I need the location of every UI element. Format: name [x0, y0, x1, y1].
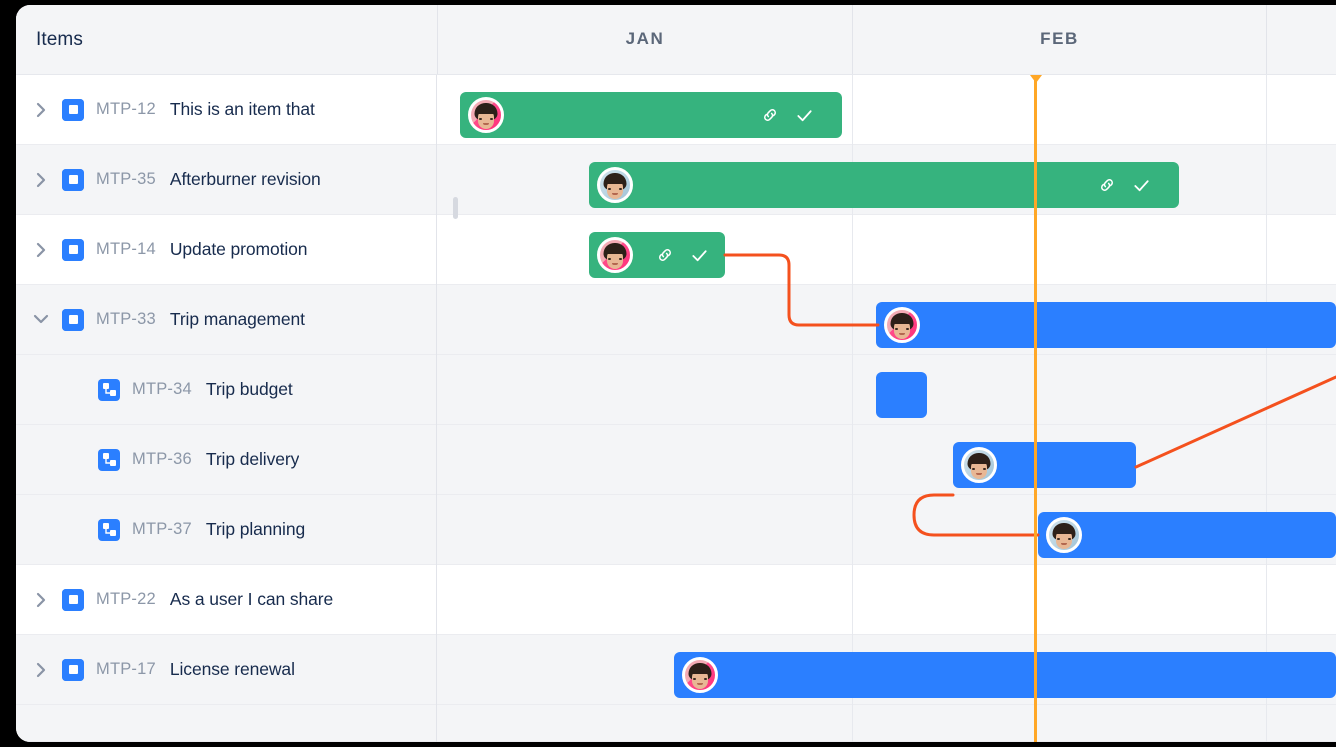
vertical-gridline — [852, 75, 853, 742]
avatar-face — [890, 312, 914, 339]
chevron-right-icon[interactable] — [30, 589, 52, 611]
assignee-avatar[interactable] — [597, 237, 633, 273]
check-icon[interactable] — [690, 246, 709, 265]
gantt-bar-mtp-33[interactable] — [876, 302, 1336, 348]
story-icon — [62, 658, 84, 681]
item-row-mtp-37[interactable]: MTP-37 Trip planning — [16, 495, 436, 565]
item-row-mtp-33[interactable]: MTP-33 Trip management — [16, 285, 436, 355]
story-icon — [62, 168, 84, 191]
month-column-header: JAN — [437, 5, 852, 74]
issue-key[interactable]: MTP-22 — [96, 590, 156, 608]
avatar-face — [1052, 522, 1076, 549]
gantt-bar-mtp-37[interactable] — [1038, 512, 1336, 558]
issue-summary[interactable]: License renewal — [169, 659, 295, 679]
avatar-face — [603, 242, 627, 269]
vertical-gridline — [1266, 75, 1267, 742]
avatar-face — [967, 452, 991, 479]
horizontal-scroll-handle[interactable] — [453, 197, 458, 219]
avatar-face — [474, 102, 498, 129]
issue-summary[interactable]: As a user I can share — [169, 589, 334, 609]
timeline-header: Items JAN FEB — [16, 5, 1336, 75]
timeline-canvas — [437, 75, 1336, 742]
item-row-mtp-14[interactable]: MTP-14 Update promotion — [16, 215, 436, 285]
assignee-avatar[interactable] — [1046, 517, 1082, 553]
avatar-face — [603, 172, 627, 199]
today-marker-arrow — [1029, 75, 1042, 83]
assignee-avatar[interactable] — [961, 447, 997, 483]
issue-key[interactable]: MTP-34 — [132, 380, 192, 398]
issue-summary[interactable]: Trip budget — [205, 379, 293, 399]
item-row-mtp-22[interactable]: MTP-22 As a user I can share — [16, 565, 436, 635]
avatar-face — [688, 662, 712, 689]
gantt-bar-mtp-12[interactable] — [460, 92, 842, 138]
gantt-timeline-app: Items JAN FEB MTP-12 This is an item that M… — [16, 5, 1336, 742]
item-row-mtp-34[interactable]: MTP-34 Trip budget — [16, 355, 436, 425]
gantt-bar-mtp-34[interactable] — [876, 372, 927, 418]
gantt-bar-mtp-35[interactable] — [589, 162, 1179, 208]
chevron-right-icon[interactable] — [30, 99, 52, 121]
issue-summary[interactable]: Trip delivery — [205, 449, 300, 469]
chevron-right-icon[interactable] — [30, 659, 52, 681]
issue-key[interactable]: MTP-36 — [132, 450, 192, 468]
today-line — [1034, 75, 1037, 742]
story-icon — [62, 238, 84, 261]
assignee-avatar[interactable] — [682, 657, 718, 693]
bar-action-icons — [761, 106, 814, 125]
assignee-avatar[interactable] — [884, 307, 920, 343]
issue-key[interactable]: MTP-33 — [96, 310, 156, 328]
issue-summary[interactable]: This is an item that — [169, 99, 315, 119]
chevron-right-icon[interactable] — [30, 239, 52, 261]
assignee-avatar[interactable] — [468, 97, 504, 133]
gantt-bar-mtp-36[interactable] — [953, 442, 1136, 488]
check-icon[interactable] — [1132, 176, 1151, 195]
issue-summary[interactable]: Update promotion — [169, 239, 308, 259]
assignee-avatar[interactable] — [597, 167, 633, 203]
month-column-header — [1266, 5, 1336, 74]
story-icon — [62, 308, 84, 331]
item-row-mtp-17[interactable]: MTP-17 License renewal — [16, 635, 436, 705]
story-icon — [62, 98, 84, 121]
gantt-bar-mtp-14[interactable] — [589, 232, 725, 278]
item-row-mtp-36[interactable]: MTP-36 Trip delivery — [16, 425, 436, 495]
issue-summary[interactable]: Trip management — [169, 309, 305, 329]
link-icon[interactable] — [656, 246, 674, 264]
timeline-body: MTP-12 This is an item that MTP-35 Afterbur… — [16, 75, 1336, 742]
issue-key[interactable]: MTP-17 — [96, 660, 156, 678]
check-icon[interactable] — [795, 106, 814, 125]
bar-action-icons — [1098, 176, 1151, 195]
issue-key[interactable]: MTP-12 — [96, 100, 156, 118]
issue-summary[interactable]: Afterburner revision — [169, 169, 321, 189]
link-icon[interactable] — [1098, 176, 1116, 194]
issue-key[interactable]: MTP-14 — [96, 240, 156, 258]
gantt-bar-mtp-17[interactable] — [674, 652, 1336, 698]
month-label: FEB — [1040, 29, 1079, 48]
issue-summary[interactable]: Trip planning — [205, 519, 306, 539]
subtask-icon — [98, 518, 120, 541]
story-icon — [62, 588, 84, 611]
items-column-header: Items — [36, 29, 83, 50]
chevron-down-icon[interactable] — [30, 309, 52, 331]
item-row-mtp-12[interactable]: MTP-12 This is an item that — [16, 75, 436, 145]
bar-action-icons — [656, 246, 709, 265]
items-panel: MTP-12 This is an item that MTP-35 Afterbur… — [16, 75, 437, 742]
timeline-row-empty — [16, 705, 1336, 742]
item-row-mtp-35[interactable]: MTP-35 Afterburner revision — [16, 145, 436, 215]
subtask-icon — [98, 448, 120, 471]
subtask-icon — [98, 378, 120, 401]
month-column-header: FEB — [852, 5, 1266, 74]
chevron-right-icon[interactable] — [30, 169, 52, 191]
issue-key[interactable]: MTP-37 — [132, 520, 192, 538]
issue-key[interactable]: MTP-35 — [96, 170, 156, 188]
link-icon[interactable] — [761, 106, 779, 124]
month-label: JAN — [625, 29, 665, 48]
